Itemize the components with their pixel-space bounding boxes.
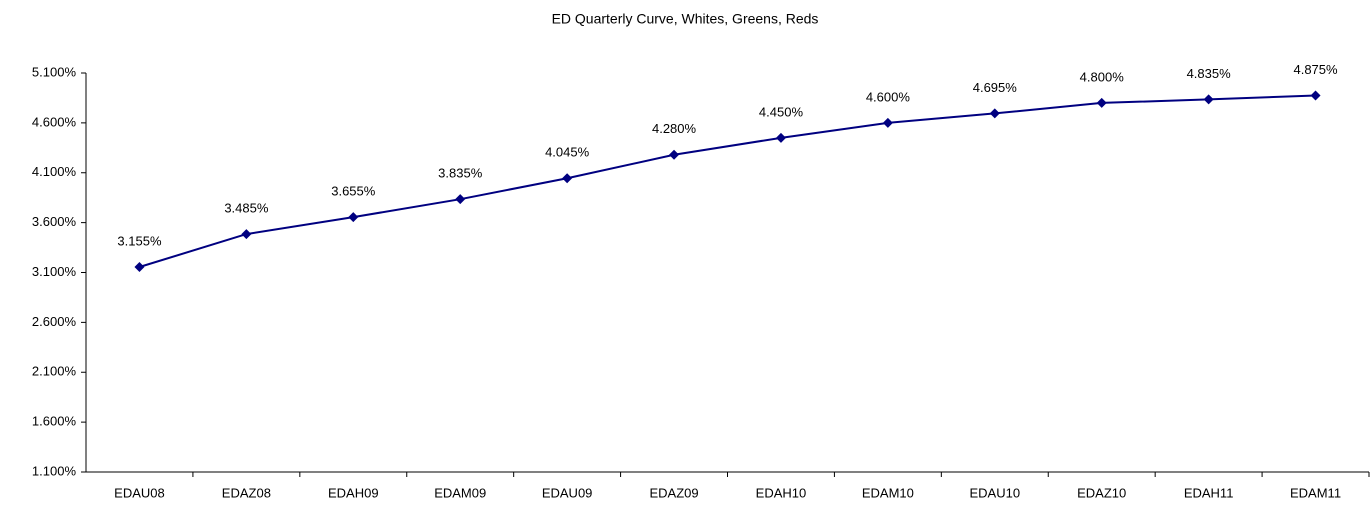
marker <box>775 132 786 143</box>
data-label: 4.280% <box>652 121 697 136</box>
x-tick-label: EDAM11 <box>1290 485 1341 500</box>
y-tick-label: 3.100% <box>32 264 77 279</box>
marker <box>1310 90 1321 101</box>
x-tick-label: EDAH09 <box>328 485 379 500</box>
x-tick-label: EDAH10 <box>756 485 807 500</box>
data-label: 3.835% <box>438 166 483 181</box>
marker <box>882 117 893 128</box>
marker <box>1096 97 1107 108</box>
data-label: 3.655% <box>331 184 376 199</box>
x-tick-label: EDAZ09 <box>649 485 698 500</box>
x-tick-label: EDAU10 <box>970 485 1021 500</box>
y-tick-label: 4.100% <box>32 164 77 179</box>
data-label: 3.485% <box>224 201 269 216</box>
data-label: 4.835% <box>1187 66 1232 81</box>
data-label: 4.045% <box>545 145 590 160</box>
line <box>139 94 1316 268</box>
marker <box>455 194 466 205</box>
x-tick-label: EDAU09 <box>542 485 593 500</box>
y-tick-label: 5.100% <box>32 64 77 79</box>
x-tick-label: EDAZ08 <box>222 485 271 500</box>
y-tick-label: 1.100% <box>32 463 77 478</box>
data-label: 4.875% <box>1293 62 1338 77</box>
x-tick-label: EDAH11 <box>1184 485 1234 500</box>
data-label: 4.600% <box>866 89 911 104</box>
x-tick-label: EDAM09 <box>434 485 486 500</box>
data-label: 4.800% <box>1080 69 1125 84</box>
y-tick-label: 3.600% <box>32 214 77 229</box>
marker <box>1203 94 1214 105</box>
marker <box>989 108 1000 119</box>
data-label: 3.155% <box>117 233 162 248</box>
x-tick-label: EDAU08 <box>114 485 165 500</box>
marker <box>348 212 359 223</box>
marker <box>669 149 680 160</box>
marker <box>134 262 145 273</box>
marker <box>562 173 573 184</box>
y-tick-label: 2.600% <box>32 314 77 329</box>
x-tick-label: EDAM10 <box>862 485 914 500</box>
chart-title: ED Quarterly Curve, Whites, Greens, Reds <box>552 11 819 27</box>
y-tick-label: 1.600% <box>32 414 77 429</box>
y-tick-label: 4.600% <box>32 114 77 129</box>
data-label: 4.695% <box>973 80 1018 95</box>
marker <box>241 229 252 240</box>
x-tick-label: EDAZ10 <box>1077 485 1126 500</box>
y-tick-label: 2.100% <box>32 364 77 379</box>
data-label: 4.450% <box>759 104 804 119</box>
